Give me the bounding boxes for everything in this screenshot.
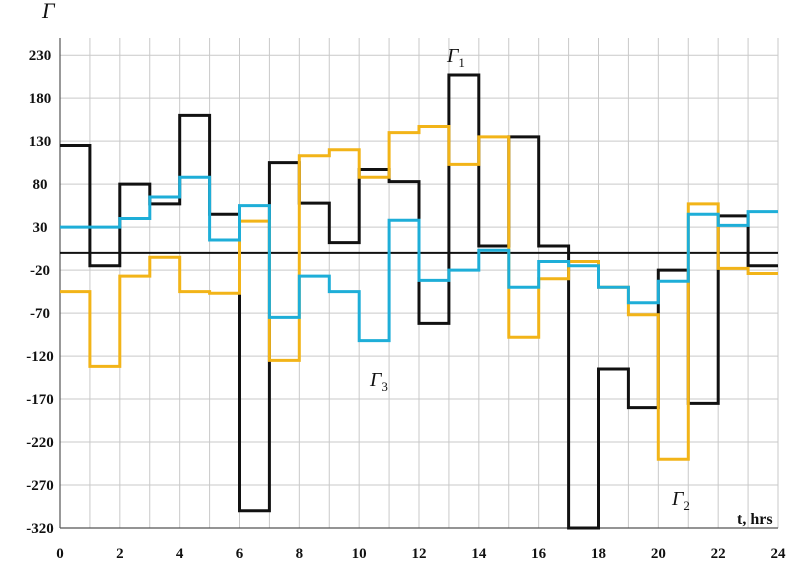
x-tick-label: 8 bbox=[296, 546, 304, 562]
x-tick-label: 22 bbox=[711, 546, 726, 562]
y-tick-label: -170 bbox=[26, 392, 54, 408]
series-line-Г3 bbox=[60, 175, 778, 343]
x-tick-label: 6 bbox=[236, 546, 244, 562]
x-tick-label: 24 bbox=[771, 546, 787, 562]
x-tick-label: 16 bbox=[531, 546, 547, 562]
tick-labels: 230 180 130 80 30 -20 -70 -120 -170 -220 -270 -3200… bbox=[26, 48, 786, 562]
series-label-g2: Г2 bbox=[671, 488, 690, 513]
y-tick-label: 230 bbox=[29, 48, 52, 64]
y-tick-label: 30 bbox=[33, 220, 48, 236]
x-tick-label: 4 bbox=[176, 546, 184, 562]
y-tick-label: 80 bbox=[33, 177, 48, 193]
x-tick-label: 2 bbox=[116, 546, 124, 562]
y-tick-label: -270 bbox=[26, 478, 54, 494]
y-tick-label: 130 bbox=[29, 134, 52, 150]
series-label-g1: Г1 bbox=[446, 45, 465, 70]
x-tick-label: 20 bbox=[651, 546, 666, 562]
x-tick-label: 0 bbox=[56, 546, 64, 562]
y-tick-label: 180 bbox=[29, 91, 52, 107]
x-tick-label: 12 bbox=[412, 546, 427, 562]
y-tick-label: -20 bbox=[30, 263, 50, 279]
y-axis-title: Г bbox=[41, 0, 56, 23]
x-axis-title: t, hrs bbox=[737, 511, 773, 528]
x-tick-label: 14 bbox=[471, 546, 487, 562]
y-tick-label: -70 bbox=[30, 306, 50, 322]
y-tick-label: -120 bbox=[26, 349, 54, 365]
y-tick-label: -320 bbox=[26, 521, 54, 537]
series-group bbox=[60, 73, 778, 530]
y-tick-label: -220 bbox=[26, 435, 54, 451]
series-line-Г2 bbox=[60, 125, 778, 461]
series-label-g3: Г3 bbox=[369, 369, 388, 394]
x-tick-label: 18 bbox=[591, 546, 606, 562]
x-tick-label: 10 bbox=[352, 546, 367, 562]
